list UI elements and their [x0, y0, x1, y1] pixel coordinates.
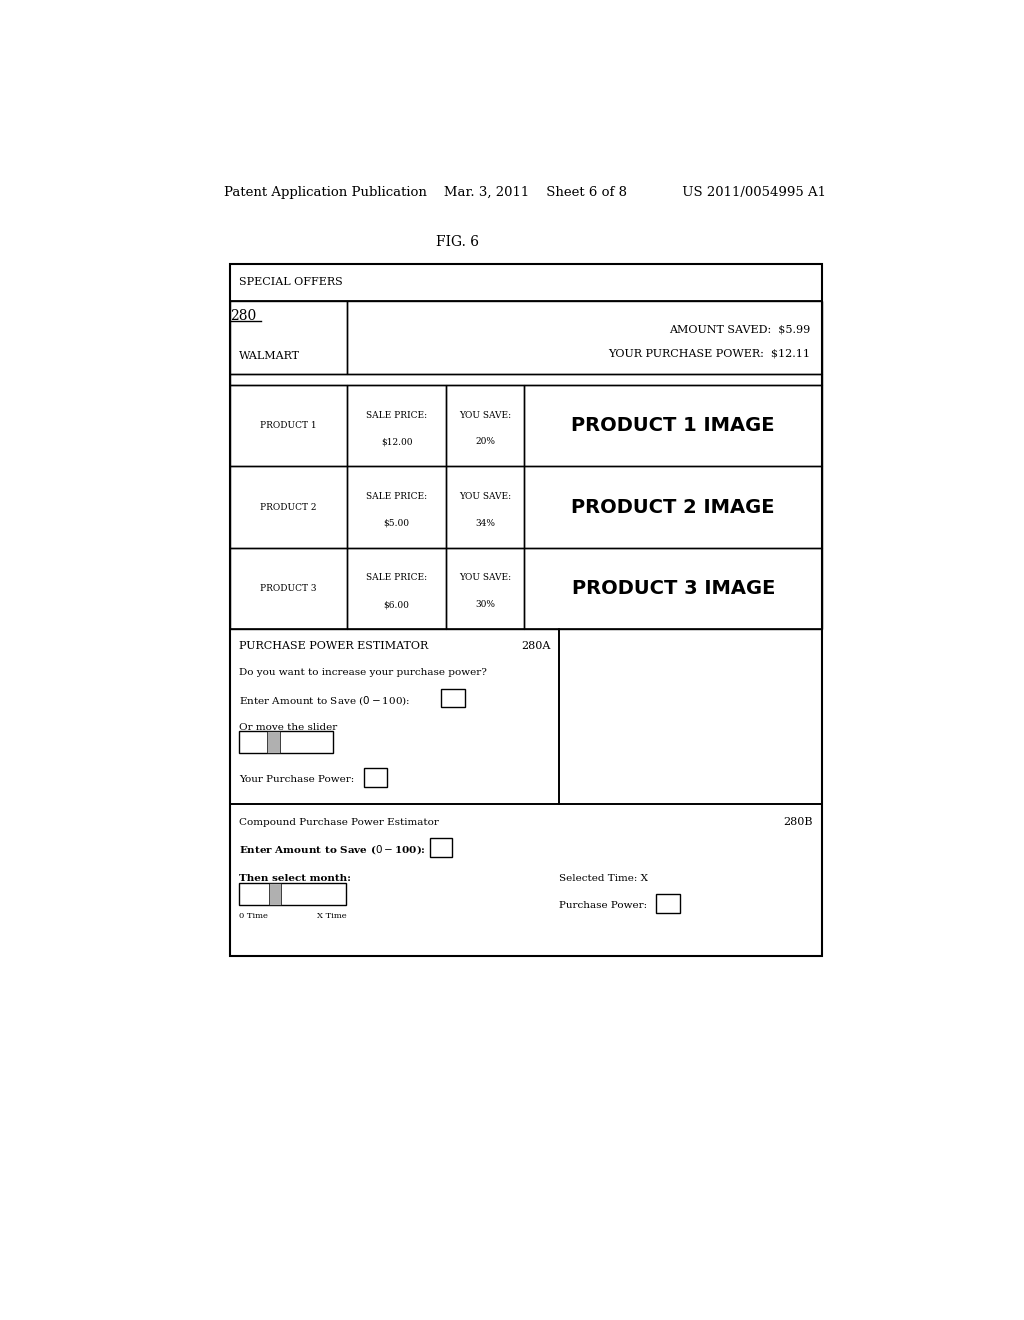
Bar [347, 301, 822, 374]
Bar [441, 689, 465, 708]
Text: $12.00: $12.00 [381, 437, 413, 446]
Bar [240, 883, 346, 906]
Bar [229, 264, 822, 301]
Text: SPECIAL OFFERS: SPECIAL OFFERS [240, 277, 343, 288]
Bar [446, 466, 524, 548]
Bar [446, 385, 524, 466]
Text: YOU SAVE:: YOU SAVE: [459, 492, 511, 502]
Text: YOUR PURCHASE POWER:  $12.11: YOUR PURCHASE POWER: $12.11 [608, 348, 811, 359]
Text: Enter Amount to Save ($0 - $100):: Enter Amount to Save ($0 - $100): [240, 843, 426, 857]
Bar [347, 385, 446, 466]
Bar [229, 374, 822, 385]
Bar [524, 548, 822, 630]
Bar [229, 264, 822, 956]
Text: WALMART: WALMART [240, 351, 300, 360]
Text: 0 Time: 0 Time [240, 912, 268, 920]
Text: 280: 280 [229, 309, 256, 323]
Text: PRODUCT 2 IMAGE: PRODUCT 2 IMAGE [571, 498, 775, 516]
Text: PRODUCT 3 IMAGE: PRODUCT 3 IMAGE [571, 579, 775, 598]
Bar [347, 548, 446, 630]
Text: 280A: 280A [521, 642, 551, 651]
Text: YOU SAVE:: YOU SAVE: [459, 411, 511, 420]
Text: Do you want to increase your purchase power?: Do you want to increase your purchase po… [240, 668, 487, 677]
Text: 280B: 280B [783, 817, 813, 828]
Text: Compound Purchase Power Estimator: Compound Purchase Power Estimator [240, 817, 439, 826]
Text: SALE PRICE:: SALE PRICE: [366, 573, 427, 582]
Text: Patent Application Publication    Mar. 3, 2011    Sheet 6 of 8             US 20: Patent Application Publication Mar. 3, 2… [224, 186, 825, 199]
Bar [267, 731, 280, 752]
Bar [269, 883, 281, 906]
Bar [240, 731, 333, 752]
Text: PRODUCT 3: PRODUCT 3 [260, 583, 316, 593]
Bar [229, 301, 347, 374]
Bar [229, 466, 347, 548]
Text: FIG. 6: FIG. 6 [436, 235, 479, 248]
Text: Your Purchase Power:: Your Purchase Power: [240, 775, 354, 784]
Text: 34%: 34% [475, 519, 496, 528]
Bar [229, 630, 559, 804]
Bar [229, 548, 347, 630]
Text: SALE PRICE:: SALE PRICE: [366, 411, 427, 420]
Text: Purchase Power:: Purchase Power: [559, 902, 647, 909]
Text: Selected Time: X: Selected Time: X [559, 874, 648, 883]
Bar [524, 466, 822, 548]
Text: PRODUCT 1 IMAGE: PRODUCT 1 IMAGE [571, 416, 775, 436]
Text: Or move the slider: Or move the slider [240, 723, 337, 733]
Bar [430, 838, 452, 857]
Text: SALE PRICE:: SALE PRICE: [366, 492, 427, 502]
Text: PURCHASE POWER ESTIMATOR: PURCHASE POWER ESTIMATOR [240, 642, 428, 651]
Text: YOU SAVE:: YOU SAVE: [459, 573, 511, 582]
Bar [524, 385, 822, 466]
Text: Then select month:: Then select month: [240, 874, 351, 883]
Text: $6.00: $6.00 [384, 601, 410, 609]
Bar [347, 466, 446, 548]
Text: 20%: 20% [475, 437, 496, 446]
Bar [229, 804, 822, 956]
Bar [559, 630, 822, 804]
Bar [365, 768, 387, 787]
Text: 30%: 30% [475, 601, 496, 609]
Bar [446, 548, 524, 630]
Text: AMOUNT SAVED:  $5.99: AMOUNT SAVED: $5.99 [670, 325, 811, 334]
Text: X Time: X Time [316, 912, 346, 920]
Bar [655, 894, 680, 912]
Bar [229, 385, 347, 466]
Text: Enter Amount to Save ($0 - $100):: Enter Amount to Save ($0 - $100): [240, 694, 411, 706]
Text: PRODUCT 1: PRODUCT 1 [260, 421, 316, 430]
Text: $5.00: $5.00 [384, 519, 410, 528]
Text: PRODUCT 2: PRODUCT 2 [260, 503, 316, 512]
